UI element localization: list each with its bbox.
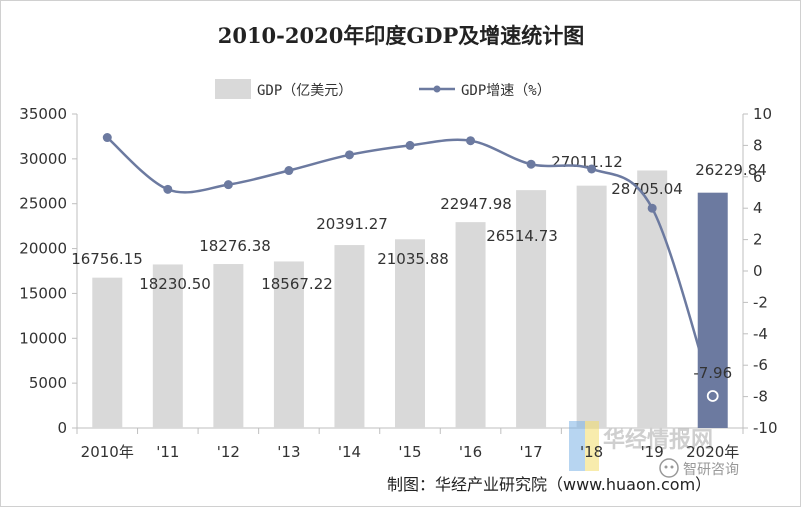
legend: GDP（亿美元） GDP增速（%） bbox=[215, 79, 551, 99]
growth-value-label: -7.96 bbox=[693, 364, 732, 382]
y-right-tick-label: -4 bbox=[753, 325, 768, 343]
growth-point bbox=[647, 203, 657, 213]
gdp-bar bbox=[395, 239, 425, 428]
y-left-tick-label: 35000 bbox=[19, 105, 67, 123]
growth-point bbox=[466, 136, 476, 146]
watermark-stripe-yellow bbox=[585, 421, 599, 471]
growth-point bbox=[405, 140, 415, 150]
x-tick-label: 2010年 bbox=[81, 443, 134, 461]
y-right-tick-label: -6 bbox=[753, 356, 768, 374]
growth-point bbox=[223, 180, 233, 190]
gdp-bar bbox=[152, 264, 183, 428]
watermark-stripe-blue bbox=[569, 421, 585, 471]
x-tick-label: '12 bbox=[217, 443, 240, 461]
growth-point bbox=[344, 150, 354, 160]
gdp-bar-value-label: 16756.15 bbox=[71, 250, 143, 268]
wechat-icon bbox=[659, 458, 679, 478]
legend-line-label: GDP增速（%） bbox=[461, 83, 551, 99]
legend-bar-label: GDP（亿美元） bbox=[257, 83, 352, 99]
gdp-bar-value-label: 18276.38 bbox=[199, 237, 271, 255]
gdp-bar-value-label: 18230.50 bbox=[139, 275, 211, 293]
gdp-bar bbox=[213, 264, 244, 428]
x-tick-label: '14 bbox=[338, 443, 361, 461]
gdp-bar-value-label: 26514.73 bbox=[486, 227, 558, 245]
gdp-bar bbox=[273, 261, 304, 428]
gdp-bar bbox=[576, 185, 607, 428]
watermark-layer: 华经情报网 bbox=[569, 421, 713, 471]
x-tick-label: '16 bbox=[459, 443, 482, 461]
y-right-tick-label: 2 bbox=[753, 231, 763, 249]
source-badge: 智研咨询 bbox=[659, 458, 739, 478]
bar-labels: 16756.15 18230.50 18276.38 18567.22 20391.27… bbox=[71, 153, 767, 293]
y-right-tick-label: 0 bbox=[753, 262, 763, 280]
gdp-bar bbox=[697, 192, 728, 428]
growth-point bbox=[526, 159, 536, 169]
y-right-tick-label: -10 bbox=[753, 419, 778, 437]
badge-text: 智研咨询 bbox=[683, 462, 739, 478]
chart-title: 2010-2020年印度GDP及增速统计图 bbox=[218, 23, 585, 48]
gdp-bar bbox=[637, 170, 668, 428]
growth-point bbox=[587, 164, 597, 174]
y-left-tick-label: 0 bbox=[57, 419, 67, 437]
y-right-tick-label: -8 bbox=[753, 388, 768, 406]
x-tick-labels: 2010年 '11 '12 '13 '14 '15 '16 '17 '18 '19 2020年 bbox=[81, 443, 740, 461]
y-right-tick-label: -2 bbox=[753, 293, 768, 311]
y-left-tick-label: 30000 bbox=[19, 150, 67, 168]
y-left-tick-label: 15000 bbox=[19, 284, 67, 302]
gdp-bar-value-label: 28705.04 bbox=[611, 180, 683, 198]
growth-point bbox=[284, 166, 294, 176]
legend-line-marker bbox=[433, 85, 441, 93]
y-right-tick-label: 10 bbox=[753, 105, 772, 123]
y-left-tick-label: 10000 bbox=[19, 329, 67, 347]
x-tick-label: '11 bbox=[156, 443, 179, 461]
x-tick-label: '13 bbox=[277, 443, 300, 461]
gdp-bar-value-label: 18567.22 bbox=[261, 275, 333, 293]
gdp-bar-value-label: 22947.98 bbox=[440, 195, 512, 213]
gdp-bar-value-label: 20391.27 bbox=[316, 215, 388, 233]
source-note: 制图：华经产业研究院（www.huaon.com） bbox=[387, 475, 711, 494]
x-tick-label: '17 bbox=[519, 443, 542, 461]
x-tick-label: '18 bbox=[580, 443, 603, 461]
y-left-tick-label: 25000 bbox=[19, 195, 67, 213]
y-right-tick-label: 6 bbox=[753, 168, 763, 186]
growth-point bbox=[163, 184, 173, 194]
watermark-text: 华经情报网 bbox=[603, 427, 713, 453]
legend-bar-swatch bbox=[215, 79, 251, 99]
y-right-tick-label: 4 bbox=[753, 199, 763, 217]
growth-point bbox=[102, 133, 112, 143]
gdp-bar bbox=[92, 277, 123, 428]
y-left-tick-label: 5000 bbox=[29, 374, 67, 392]
gdp-bar bbox=[455, 222, 486, 428]
gdp-bar bbox=[334, 245, 365, 428]
gdp-bar-value-label: 21035.88 bbox=[377, 250, 449, 268]
y-left-tick-label: 20000 bbox=[19, 240, 67, 258]
gdp-bar bbox=[516, 190, 547, 428]
growth-point bbox=[706, 390, 719, 402]
gdp-bar-value-label: 26229.84 bbox=[695, 161, 767, 179]
x-tick-label: '15 bbox=[398, 443, 421, 461]
x-tick-label: 2020年 bbox=[686, 443, 739, 461]
y-right-tick-label: 8 bbox=[753, 136, 763, 154]
growth-line-layer: -7.96 bbox=[102, 133, 732, 402]
x-tick-label: '19 bbox=[641, 443, 664, 461]
growth-line bbox=[106, 136, 714, 397]
axes: 0 5000 10000 15000 20000 25000 30000 35000 -10 -8… bbox=[19, 105, 777, 437]
bars bbox=[92, 170, 728, 428]
